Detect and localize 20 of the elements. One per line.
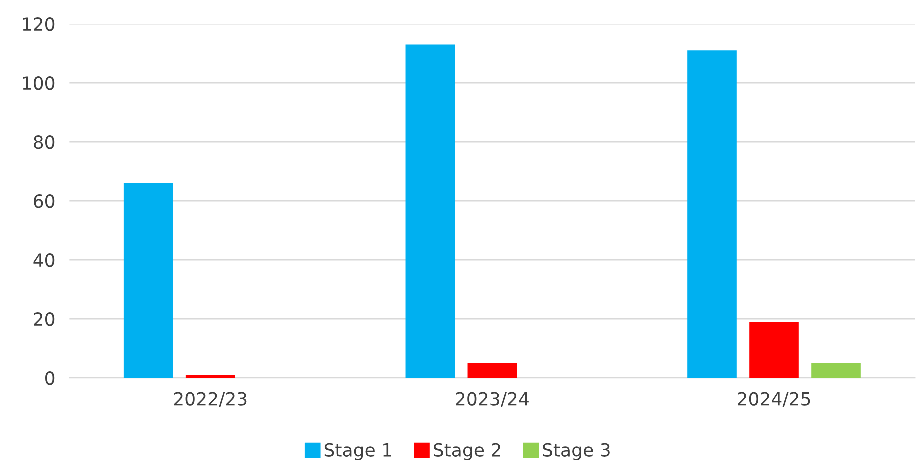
- legend-label: Stage 1: [324, 443, 392, 460]
- bar: [688, 50, 737, 378]
- bar: [406, 44, 456, 378]
- y-tick-label: 80: [34, 136, 55, 150]
- x-tick-label: 2024/25: [738, 392, 810, 408]
- bar: [468, 363, 518, 378]
- bar: [750, 322, 799, 378]
- bar: [812, 363, 861, 378]
- x-tick-label: 2022/23: [174, 392, 247, 408]
- y-tick-label: 60: [34, 194, 55, 208]
- y-tick-label: 20: [34, 312, 55, 326]
- legend-label: Stage 2: [434, 443, 500, 460]
- y-tick-label: 40: [34, 254, 55, 268]
- bar: [186, 375, 236, 378]
- y-tick-label: 0: [46, 372, 55, 386]
- y-tick-label: 120: [23, 18, 55, 32]
- y-tick-label: 100: [23, 76, 55, 90]
- bar: [124, 183, 174, 378]
- x-tick-label: 2023/24: [456, 392, 529, 408]
- legend-label: Stage 3: [543, 443, 610, 460]
